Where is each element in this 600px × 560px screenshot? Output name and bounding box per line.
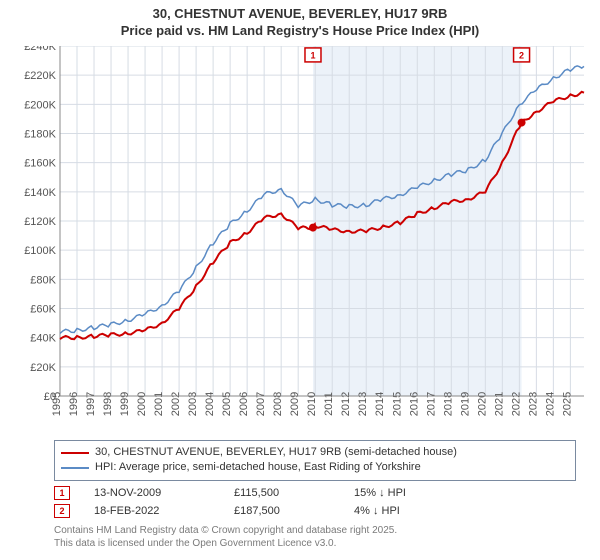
legend-swatch-red (61, 452, 89, 454)
svg-text:2007: 2007 (255, 392, 267, 416)
svg-text:£180K: £180K (24, 129, 56, 141)
table-row: 1 13-NOV-2009 £115,500 15% ↓ HPI (54, 484, 474, 502)
svg-text:£40K: £40K (30, 333, 56, 345)
svg-text:1: 1 (310, 50, 315, 60)
svg-text:2: 2 (519, 50, 524, 60)
transaction-diff: 15% ↓ HPI (354, 487, 474, 499)
svg-text:2012: 2012 (340, 392, 352, 416)
transaction-price: £115,500 (234, 487, 354, 499)
chart-title-address: 30, CHESTNUT AVENUE, BEVERLEY, HU17 9RB (0, 6, 600, 21)
svg-text:2024: 2024 (544, 392, 556, 416)
svg-text:2006: 2006 (238, 392, 250, 416)
svg-text:£100K: £100K (24, 245, 56, 257)
svg-text:2021: 2021 (493, 392, 505, 416)
legend-label: HPI: Average price, semi-detached house,… (95, 460, 421, 475)
svg-text:1996: 1996 (68, 392, 80, 416)
svg-text:1995: 1995 (51, 392, 63, 416)
svg-text:2025: 2025 (561, 392, 573, 416)
svg-text:2023: 2023 (527, 392, 539, 416)
svg-text:£240K: £240K (24, 46, 56, 53)
svg-text:2010: 2010 (306, 392, 318, 416)
svg-text:2005: 2005 (221, 392, 233, 416)
svg-text:2009: 2009 (289, 392, 301, 416)
chart-title-desc: Price paid vs. HM Land Registry's House … (0, 23, 600, 38)
svg-text:2016: 2016 (408, 392, 420, 416)
transaction-diff: 4% ↓ HPI (354, 505, 474, 517)
svg-text:2019: 2019 (459, 392, 471, 416)
attribution-footer: Contains HM Land Registry data © Crown c… (54, 524, 397, 550)
svg-text:2002: 2002 (170, 392, 182, 416)
svg-text:1999: 1999 (119, 392, 131, 416)
svg-text:£20K: £20K (30, 362, 56, 374)
legend-label: 30, CHESTNUT AVENUE, BEVERLEY, HU17 9RB … (95, 445, 457, 460)
svg-text:2004: 2004 (204, 392, 216, 416)
svg-text:£80K: £80K (30, 274, 56, 286)
transaction-table: 1 13-NOV-2009 £115,500 15% ↓ HPI 2 18-FE… (54, 484, 474, 520)
svg-text:1998: 1998 (102, 392, 114, 416)
transaction-date: 13-NOV-2009 (94, 487, 234, 499)
svg-text:2015: 2015 (391, 392, 403, 416)
svg-text:2003: 2003 (187, 392, 199, 416)
svg-text:£120K: £120K (24, 216, 56, 228)
svg-text:£220K: £220K (24, 70, 56, 82)
svg-text:2020: 2020 (476, 392, 488, 416)
svg-text:2017: 2017 (425, 392, 437, 416)
legend-swatch-blue (61, 467, 89, 469)
marker-ref-icon: 1 (54, 486, 70, 500)
svg-text:£60K: £60K (30, 304, 56, 316)
price-chart: £0£20K£40K£60K£80K£100K£120K£140K£160K£1… (16, 46, 586, 444)
legend-item-red: 30, CHESTNUT AVENUE, BEVERLEY, HU17 9RB … (61, 445, 569, 460)
svg-text:2000: 2000 (136, 392, 148, 416)
transaction-date: 18-FEB-2022 (94, 505, 234, 517)
footer-line: This data is licensed under the Open Gov… (54, 537, 397, 550)
table-row: 2 18-FEB-2022 £187,500 4% ↓ HPI (54, 502, 474, 520)
svg-text:2001: 2001 (153, 392, 165, 416)
marker-ref-icon: 2 (54, 504, 70, 518)
chart-legend: 30, CHESTNUT AVENUE, BEVERLEY, HU17 9RB … (54, 440, 576, 481)
svg-text:2008: 2008 (272, 392, 284, 416)
svg-text:2018: 2018 (442, 392, 454, 416)
svg-text:£160K: £160K (24, 158, 56, 170)
svg-text:£200K: £200K (24, 99, 56, 111)
legend-item-blue: HPI: Average price, semi-detached house,… (61, 460, 569, 475)
svg-text:2013: 2013 (357, 392, 369, 416)
svg-text:£140K: £140K (24, 187, 56, 199)
svg-text:2014: 2014 (374, 392, 386, 416)
svg-text:2022: 2022 (510, 392, 522, 416)
svg-text:1997: 1997 (85, 392, 97, 416)
transaction-price: £187,500 (234, 505, 354, 517)
footer-line: Contains HM Land Registry data © Crown c… (54, 524, 397, 537)
